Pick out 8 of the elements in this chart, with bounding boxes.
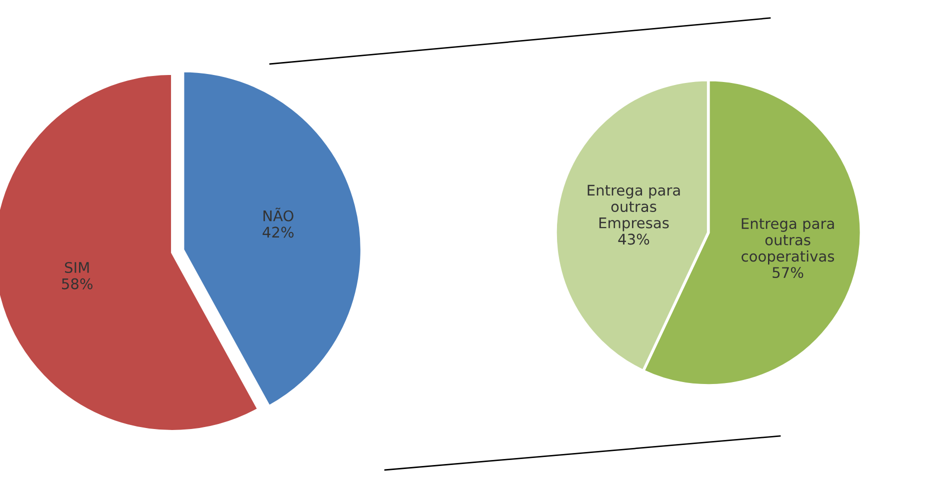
slice-label: NÃO — [264, 208, 294, 222]
data-label: 58% — [62, 278, 92, 290]
slice-label: SIM — [64, 262, 89, 273]
data-label: 43% — [618, 234, 650, 245]
data-label: 42% — [262, 226, 294, 238]
slice-label: Entrega para outras cooperativas — [742, 218, 834, 265]
data-label: 57% — [772, 267, 804, 278]
slice-label: Entrega para outras Empresas — [588, 184, 680, 232]
